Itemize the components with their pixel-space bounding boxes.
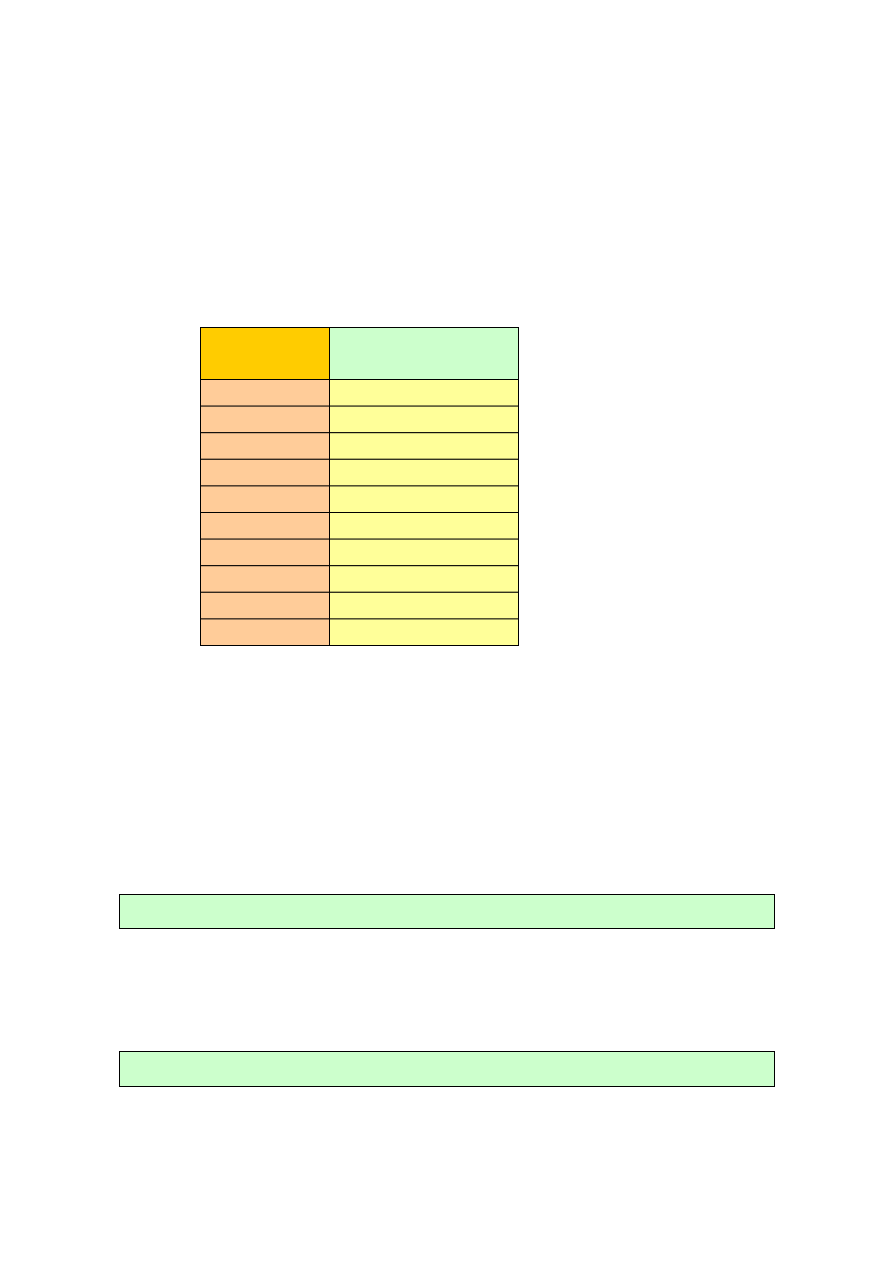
header-cell	[329, 327, 519, 380]
text-box	[119, 894, 775, 929]
table-cell	[200, 458, 330, 487]
text-box	[119, 1051, 775, 1087]
table-cell	[200, 538, 330, 567]
table-cell	[329, 485, 519, 513]
table-cell	[329, 618, 519, 647]
table-cell	[329, 565, 519, 593]
table	[200, 327, 519, 647]
table-cell	[329, 432, 519, 460]
table-cell	[200, 512, 330, 540]
header-cell	[200, 327, 330, 380]
table-cell	[329, 458, 519, 487]
table-cell	[329, 538, 519, 567]
table-cell	[329, 405, 519, 434]
table-cell	[329, 512, 519, 540]
table-cell	[200, 591, 330, 620]
table-cell	[200, 618, 330, 647]
table-cell	[329, 379, 519, 407]
table-cell	[200, 565, 330, 593]
table-cell	[200, 432, 330, 460]
table-cell	[200, 485, 330, 513]
table-cell	[200, 405, 330, 434]
table-cell	[200, 379, 330, 407]
table-cell	[329, 591, 519, 620]
